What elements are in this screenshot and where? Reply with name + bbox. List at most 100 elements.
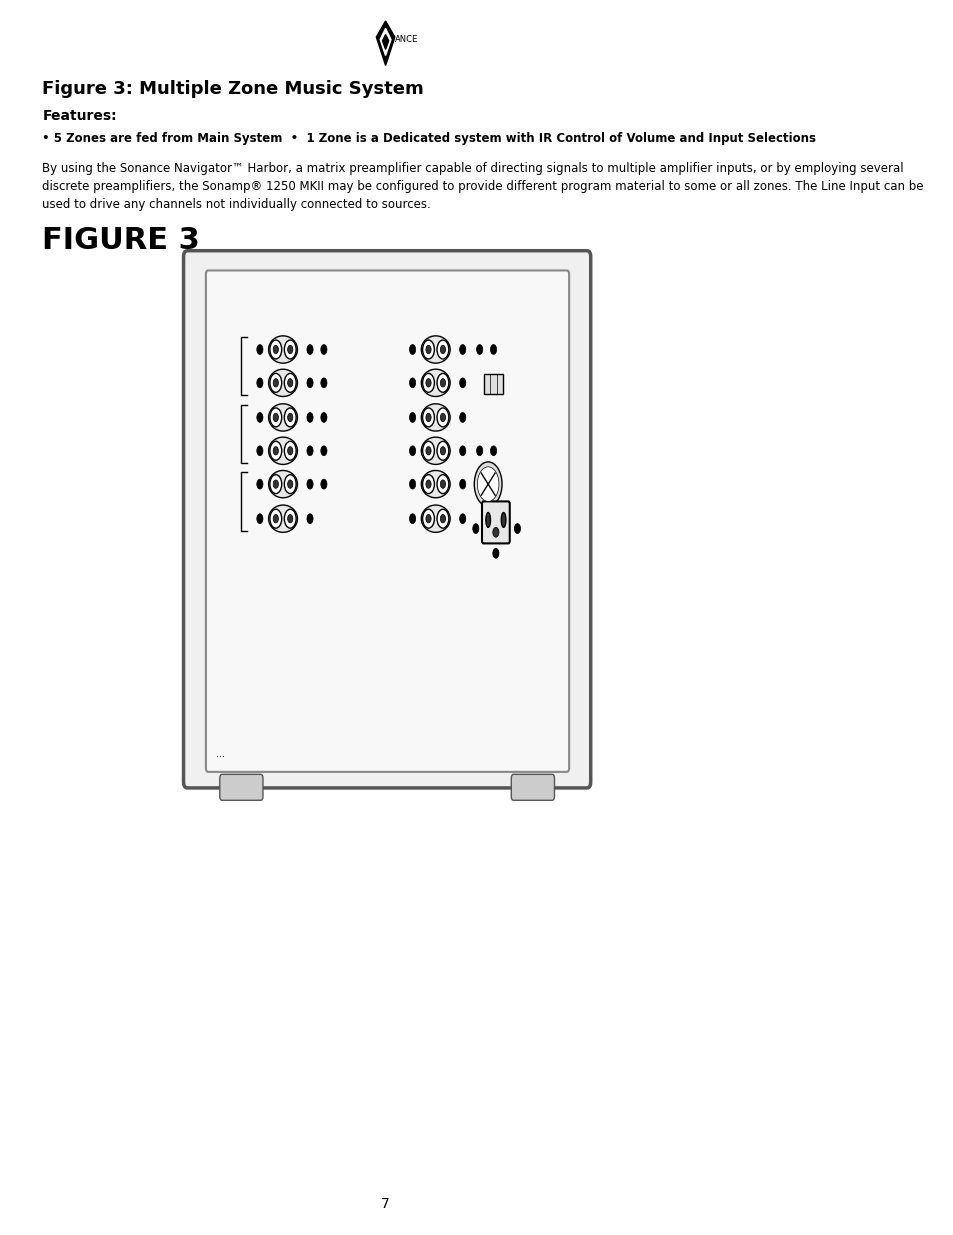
Circle shape	[409, 446, 416, 456]
Circle shape	[287, 447, 293, 454]
Circle shape	[307, 514, 313, 524]
Circle shape	[436, 340, 448, 359]
Circle shape	[440, 379, 445, 387]
Circle shape	[273, 414, 278, 421]
Circle shape	[440, 346, 445, 353]
Circle shape	[422, 474, 434, 494]
Circle shape	[287, 515, 293, 522]
FancyBboxPatch shape	[219, 774, 263, 800]
Circle shape	[287, 414, 293, 421]
Polygon shape	[382, 35, 388, 49]
Ellipse shape	[500, 513, 505, 527]
Circle shape	[514, 524, 520, 534]
Circle shape	[422, 408, 434, 427]
Circle shape	[422, 373, 434, 393]
Circle shape	[320, 479, 327, 489]
Circle shape	[440, 447, 445, 454]
Circle shape	[307, 479, 313, 489]
Circle shape	[425, 346, 431, 353]
Circle shape	[256, 514, 263, 524]
Ellipse shape	[269, 369, 297, 396]
Text: 7: 7	[381, 1197, 390, 1212]
Circle shape	[256, 479, 263, 489]
Circle shape	[270, 340, 281, 359]
Text: Figure 3: Multiple Zone Music System: Figure 3: Multiple Zone Music System	[42, 80, 424, 99]
Circle shape	[320, 412, 327, 422]
Circle shape	[284, 373, 295, 393]
Circle shape	[270, 509, 281, 529]
Circle shape	[459, 412, 465, 422]
Ellipse shape	[269, 471, 297, 498]
Circle shape	[273, 480, 278, 488]
Text: FIGURE 3: FIGURE 3	[42, 226, 200, 254]
Circle shape	[459, 514, 465, 524]
Circle shape	[320, 345, 327, 354]
Circle shape	[409, 345, 416, 354]
Circle shape	[425, 480, 431, 488]
Circle shape	[459, 479, 465, 489]
Circle shape	[425, 447, 431, 454]
Circle shape	[256, 378, 263, 388]
Circle shape	[436, 474, 448, 494]
Text: Features:: Features:	[42, 109, 117, 122]
Ellipse shape	[485, 513, 490, 527]
Circle shape	[256, 412, 263, 422]
Circle shape	[273, 447, 278, 454]
FancyBboxPatch shape	[183, 251, 590, 788]
Circle shape	[436, 373, 448, 393]
Ellipse shape	[269, 336, 297, 363]
Circle shape	[307, 446, 313, 456]
Circle shape	[273, 515, 278, 522]
Circle shape	[474, 462, 501, 506]
Text: By using the Sonance Navigator™ Harbor, a matrix preamplifier capable of directi: By using the Sonance Navigator™ Harbor, …	[42, 162, 923, 211]
Circle shape	[476, 446, 482, 456]
Circle shape	[284, 474, 295, 494]
Circle shape	[440, 414, 445, 421]
Circle shape	[270, 474, 281, 494]
Circle shape	[425, 414, 431, 421]
Circle shape	[307, 378, 313, 388]
Circle shape	[273, 346, 278, 353]
Circle shape	[493, 527, 498, 537]
Circle shape	[320, 378, 327, 388]
Circle shape	[422, 340, 434, 359]
Circle shape	[422, 441, 434, 461]
Text: • 5 Zones are fed from Main System  •  1 Zone is a Dedicated system with IR Cont: • 5 Zones are fed from Main System • 1 Z…	[42, 132, 816, 146]
Circle shape	[490, 345, 497, 354]
Circle shape	[436, 408, 448, 427]
Circle shape	[284, 340, 295, 359]
Circle shape	[409, 378, 416, 388]
Circle shape	[270, 441, 281, 461]
Circle shape	[409, 479, 416, 489]
Circle shape	[284, 441, 295, 461]
Ellipse shape	[421, 336, 450, 363]
Ellipse shape	[421, 471, 450, 498]
Ellipse shape	[421, 369, 450, 396]
Circle shape	[409, 514, 416, 524]
Circle shape	[490, 446, 497, 456]
Circle shape	[320, 446, 327, 456]
Circle shape	[440, 515, 445, 522]
Text: ...: ...	[215, 750, 225, 760]
Circle shape	[425, 515, 431, 522]
Circle shape	[459, 378, 465, 388]
Bar	[483, 374, 502, 394]
Circle shape	[436, 441, 448, 461]
Circle shape	[409, 412, 416, 422]
Circle shape	[273, 379, 278, 387]
Ellipse shape	[269, 437, 297, 464]
Circle shape	[422, 509, 434, 529]
Ellipse shape	[269, 404, 297, 431]
Text: ANCE: ANCE	[395, 35, 417, 44]
Circle shape	[493, 548, 498, 558]
FancyBboxPatch shape	[481, 501, 509, 543]
Circle shape	[476, 345, 482, 354]
Circle shape	[256, 345, 263, 354]
Circle shape	[284, 509, 295, 529]
Polygon shape	[375, 21, 395, 65]
Circle shape	[473, 524, 478, 534]
Polygon shape	[380, 28, 391, 56]
Circle shape	[270, 408, 281, 427]
Circle shape	[284, 408, 295, 427]
Circle shape	[287, 379, 293, 387]
